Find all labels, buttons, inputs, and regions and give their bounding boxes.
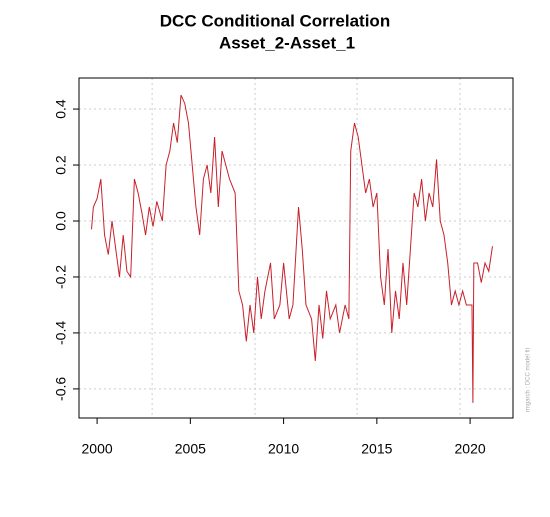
x-tick-label: 2000 [82, 441, 113, 457]
y-tick-label: -0.4 [53, 321, 69, 345]
y-tick-label: 0.2 [53, 155, 69, 175]
line-series [91, 94, 493, 403]
chart-title: DCC Conditional Correlation [160, 11, 390, 30]
y-tick-label: 0.0 [53, 211, 69, 231]
x-tick-label: 2010 [268, 441, 299, 457]
chart-subtitle: Asset_2-Asset_1 [219, 33, 355, 52]
y-tick-label: 0.4 [53, 99, 69, 119]
side-note: rmgarch : DCC model fit [526, 347, 532, 412]
x-tick-label: 2005 [175, 441, 206, 457]
y-tick-label: -0.6 [53, 377, 69, 401]
x-tick-label: 2020 [455, 441, 486, 457]
y-tick-label: -0.2 [53, 265, 69, 289]
x-tick-label: 2015 [361, 441, 392, 457]
plot-frame [78, 77, 514, 419]
